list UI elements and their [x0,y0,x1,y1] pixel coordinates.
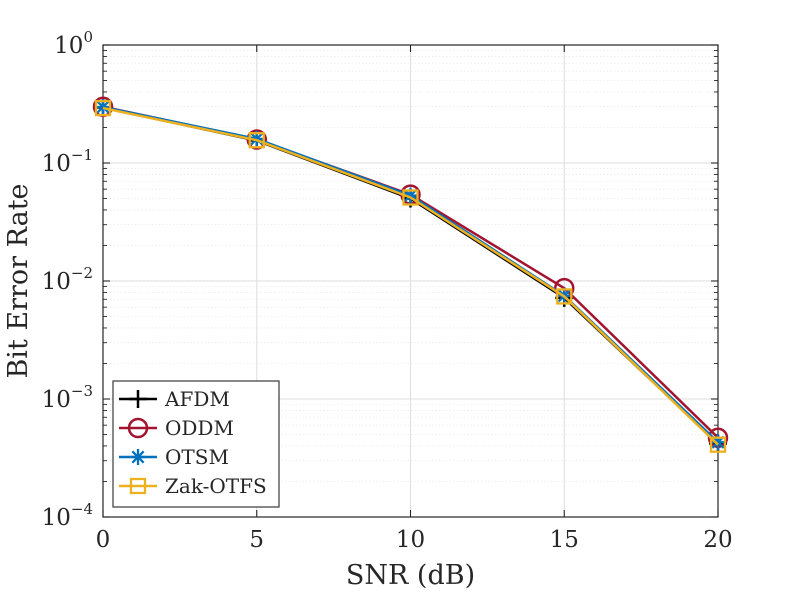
series-zak-otfs [94,99,727,453]
tick-labels: 0 5 10 15 20 100 10−1 10−2 10−3 10−4 [42,28,733,553]
legend-marker-oddm [127,417,149,439]
x-tick-label: 10 [396,527,425,553]
otsm-marker-arm [404,189,417,203]
legend-label-zak-otfs: Zak-OTFS [165,474,267,498]
legend-marker-zak-otfs [129,477,147,495]
y-axis-label: Bit Error Rate [3,183,34,378]
zak-otfs-marker [402,189,419,206]
zak-otfs-marker [556,288,573,305]
series-group [92,96,729,453]
legend-marker-otsm-arm [131,450,145,464]
legend-marker-otsm [130,449,146,465]
zak-otfs-line [102,106,719,446]
zak-otfs-marker [94,99,112,117]
y-tick-label: 100 [54,28,93,59]
legend: AFDM ODDM OTSM Zak-OTFS [112,380,280,508]
legend-marker-afdm [129,390,147,408]
zak-otfs-marker [709,436,727,453]
x-tick-label: 20 [703,527,732,553]
zak-otfs-marker [248,132,265,149]
y-tick-label: 10−3 [42,382,93,413]
otsm-marker [95,99,111,116]
otsm-marker-arm [250,132,264,146]
legend-item-afdm: AFDM [119,387,230,411]
y-tick-label: 10−4 [42,500,93,531]
otsm-marker-arm [96,100,110,114]
axes [102,44,719,518]
legend-label-otsm: OTSM [165,445,229,469]
legend-label-oddm: ODDM [165,416,234,440]
x-axis-label: SNR (dB) [346,560,475,591]
x-tick-label: 5 [249,527,264,553]
y-tick-label: 10−2 [42,264,93,295]
y-tick-label: 10−1 [42,146,93,177]
legend-item-oddm: ODDM [119,416,234,440]
legend-item-otsm: OTSM [119,445,229,469]
legend-label-afdm: AFDM [164,387,230,411]
legend-item-zak-otfs: Zak-OTFS [119,474,267,498]
x-tick-label: 0 [96,527,111,553]
x-tick-label: 15 [550,527,579,553]
